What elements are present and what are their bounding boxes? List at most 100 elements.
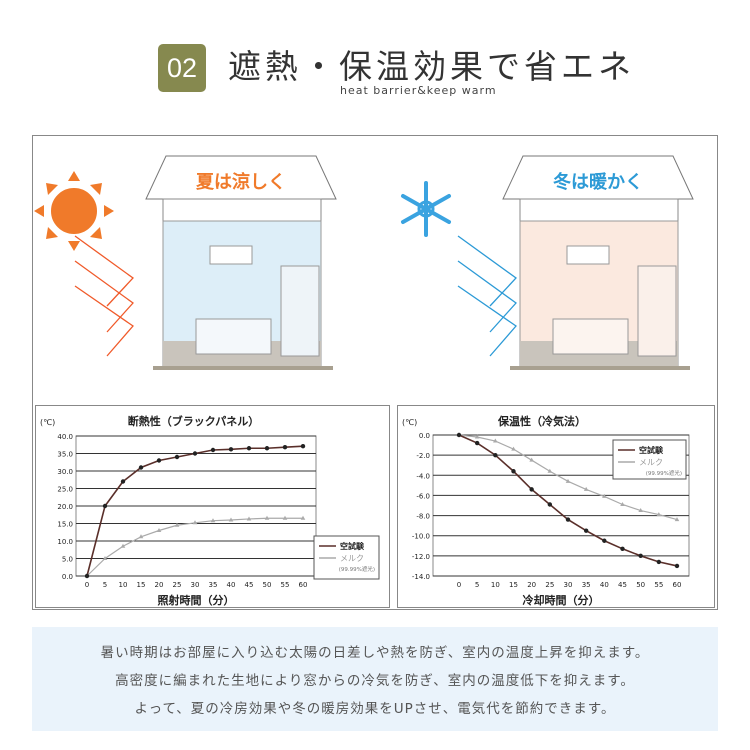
x-tick-label: 35 [209, 581, 218, 589]
data-point [174, 454, 180, 460]
x-tick-label: 0 [85, 581, 89, 589]
page-title: 遮熱・保温効果で省エネ [228, 47, 635, 86]
x-tick-label: 45 [618, 581, 627, 589]
description-line: よって、夏の冷房効果や冬の暖房効果をUPさせ、電気代を節約できます。 [134, 701, 616, 717]
description-line: 暑い時期はお部屋に入り込む太陽の日差しや熱を防ぎ、室内の温度上昇を抑えます。 [100, 645, 650, 661]
x-tick-label: 55 [654, 581, 663, 589]
x-tick-label: 35 [582, 581, 591, 589]
data-point [565, 478, 571, 483]
x-axis-label: 照射時間（分） [158, 593, 235, 607]
data-point [192, 451, 198, 456]
data-point [547, 468, 553, 473]
data-point [656, 559, 662, 565]
description-line: 高密度に編まれた生地により窓からの冷気を防ぎ、室内の温度低下を抑えます。 [115, 673, 635, 689]
legend-label: メルク [639, 458, 663, 467]
page-subtitle: heat barrier&keep warm [340, 84, 497, 97]
snowflake-icon [401, 181, 451, 237]
chart-title: 保温性（冷気法） [497, 414, 586, 428]
y-tick-label: 35.0 [57, 451, 73, 459]
data-point [174, 522, 180, 527]
x-tick-label: 15 [509, 581, 518, 589]
house-illustration: 夏は涼しく 冬は暖かく [34, 155, 694, 370]
data-point [602, 538, 607, 543]
x-tick-label: 10 [491, 581, 500, 589]
x-tick-label: 20 [527, 581, 536, 589]
data-point [493, 438, 498, 443]
data-point [102, 556, 108, 560]
heat-retention-chart: 保温性（冷気法） (℃) -14.0 -12.0 -10.0 -8.0 -6.0 -4.0 -2… [397, 405, 715, 608]
data-point [120, 543, 126, 548]
data-point [120, 479, 126, 484]
data-point [156, 528, 162, 532]
y-tick-label: 0.0 [62, 573, 73, 581]
legend [612, 439, 687, 480]
x-tick-label: 55 [281, 581, 290, 589]
data-point [138, 465, 144, 470]
data-point [246, 516, 252, 521]
data-point [84, 573, 90, 579]
chart-svg: 保温性（冷気法） (℃) -14.0 -12.0 -10.0 -8.0 -6.0 -4.0 -2… [402, 414, 690, 607]
data-point [602, 493, 607, 498]
data-point [529, 457, 534, 462]
y-tick-label: 20.0 [57, 503, 73, 511]
x-tick-label: 45 [245, 581, 254, 589]
y-tick-label: 0.0 [419, 432, 430, 440]
winter-label: 冬は暖かく [553, 171, 643, 193]
x-tick-label: 25 [545, 581, 554, 589]
data-point [264, 515, 270, 520]
x-tick-label: 60 [673, 581, 682, 589]
y-tick-label: -12.0 [412, 553, 430, 561]
data-point [674, 563, 680, 569]
x-tick-label: 10 [119, 581, 128, 589]
chart-svg: 断熱性（ブラックパネル） (℃) 0.0 5.0 10.0 15.0 20.0 25.0 30.… [40, 414, 380, 607]
x-tick-label: 25 [173, 581, 182, 589]
data-point [282, 445, 288, 450]
y-tick-label: -6.0 [416, 492, 430, 500]
x-tick-label: 5 [103, 581, 107, 589]
data-point [474, 440, 480, 446]
y-tick-label: 15.0 [57, 521, 73, 529]
legend-note: (99.99%遮光) [646, 469, 682, 477]
data-point [620, 501, 625, 506]
legend-label: 空試験 [340, 541, 365, 551]
x-tick-label: 15 [137, 581, 146, 589]
data-point [583, 486, 589, 491]
x-tick-label: 20 [155, 581, 164, 589]
data-point [583, 528, 589, 533]
data-point [138, 534, 144, 539]
y-axis-unit: (℃) [40, 418, 55, 427]
illustration-frame: 夏は涼しく 冬は暖かく [32, 135, 718, 610]
data-point [638, 553, 643, 559]
data-point [156, 458, 162, 463]
cold-air-arrows [457, 235, 517, 357]
data-point [638, 508, 643, 513]
x-tick-label: 40 [600, 581, 609, 589]
x-tick-label: 30 [191, 581, 200, 589]
y-tick-label: 10.0 [57, 538, 73, 546]
data-point [456, 432, 462, 438]
x-tick-label: 30 [564, 581, 573, 589]
x-tick-label: 5 [475, 581, 479, 589]
data-point [674, 517, 680, 522]
data-point [620, 546, 625, 552]
data-point [102, 503, 108, 509]
y-tick-label: -4.0 [416, 472, 430, 480]
legend-note: (99.99%遮光) [339, 565, 375, 573]
data-point [656, 512, 662, 517]
sun-ray-arrows [74, 235, 134, 357]
heat-insulation-chart: 断熱性（ブラックパネル） (℃) 0.0 5.0 10.0 15.0 20.0 25.0 30.… [35, 405, 390, 608]
data-point [228, 517, 234, 522]
data-point [264, 446, 270, 451]
legend-label: メルク [340, 554, 364, 563]
winter-house [502, 155, 694, 370]
summer-label: 夏は涼しく [196, 171, 286, 193]
chart-title: 断熱性（ブラックパネル） [128, 414, 259, 428]
summer-house [145, 155, 337, 370]
data-point [192, 520, 198, 525]
data-point [565, 517, 571, 522]
section-number-badge: 02 [158, 44, 206, 92]
description-box: 暑い時期はお部屋に入り込む太陽の日差しや熱を防ぎ、室内の温度上昇を抑えます。 高… [32, 627, 718, 731]
data-point [474, 434, 480, 439]
y-tick-label: 25.0 [57, 486, 73, 494]
data-point [300, 443, 306, 449]
